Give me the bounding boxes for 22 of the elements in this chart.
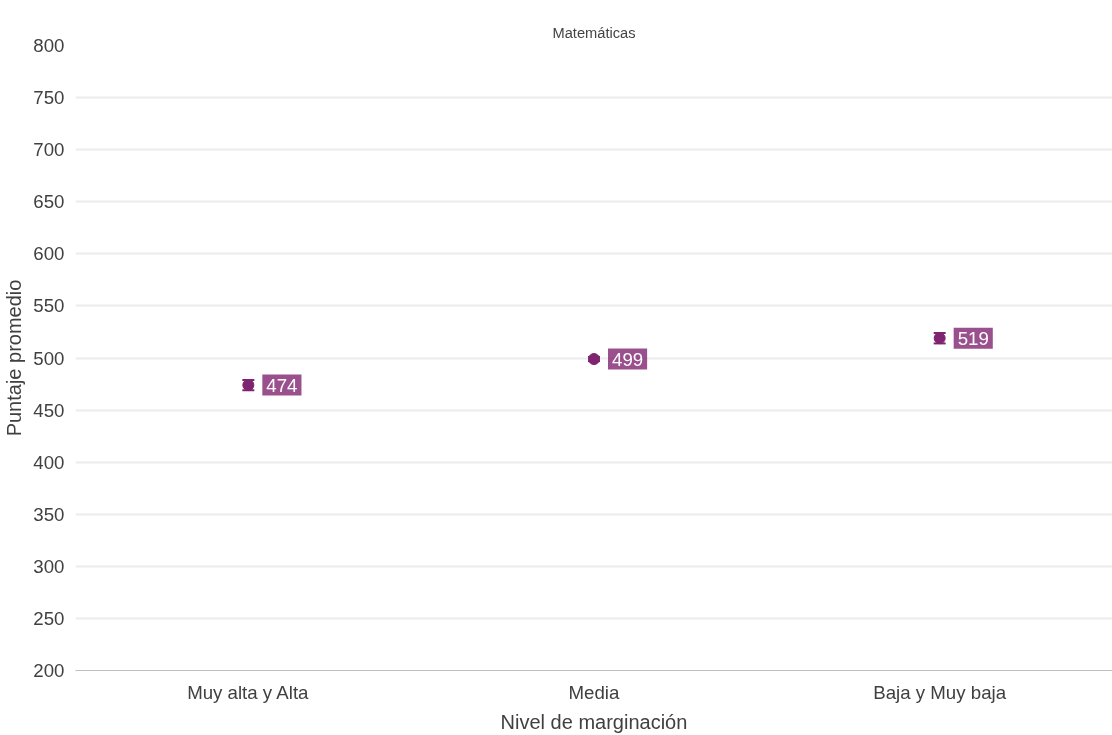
data-label: 499 — [612, 348, 644, 370]
y-tick-label: 700 — [33, 139, 65, 161]
x-tick-label: Muy alta y Alta — [187, 681, 310, 703]
y-tick-label: 250 — [33, 607, 65, 629]
y-tick-label: 750 — [33, 87, 65, 109]
chart-title: Matemáticas — [552, 24, 636, 41]
x-tick-label: Baja y Muy baja — [873, 681, 1007, 703]
y-tick-label: 550 — [33, 295, 65, 317]
x-axis-title: Nivel de marginación — [500, 710, 688, 733]
y-tick-label: 600 — [33, 243, 65, 265]
y-tick-label: 500 — [33, 347, 65, 369]
y-tick-label: 650 — [33, 191, 65, 213]
y-tick-label: 400 — [33, 451, 65, 473]
y-tick-label: 800 — [33, 35, 65, 56]
y-tick-label: 200 — [33, 660, 65, 681]
data-label: 519 — [957, 327, 989, 349]
y-axis-title: Puntaje promedio — [3, 279, 26, 437]
y-tick-label: 350 — [33, 503, 65, 525]
y-tick-label: 300 — [33, 555, 65, 577]
x-tick-label: Media — [568, 681, 621, 703]
y-tick-label: 450 — [33, 399, 65, 421]
data-label: 474 — [266, 374, 298, 396]
